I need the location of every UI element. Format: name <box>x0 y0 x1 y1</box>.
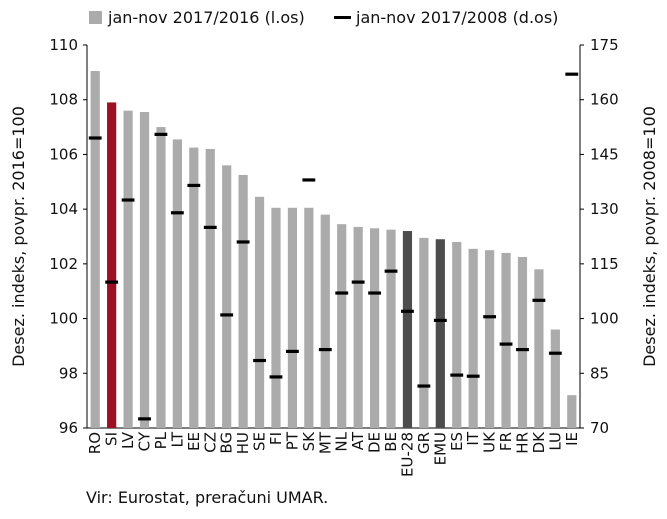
category-label-es: ES <box>448 432 466 451</box>
bar-cy <box>139 112 150 428</box>
bar-nl <box>337 224 347 428</box>
y-tick-right-label: 175 <box>590 36 619 54</box>
category-label-sk: SK <box>300 431 318 452</box>
category-label-be: BE <box>382 432 400 452</box>
category-label-pl: PL <box>152 431 170 449</box>
legend: jan-nov 2017/2016 (l.os) jan-nov 2017/20… <box>89 8 558 27</box>
bar-fr <box>501 252 511 428</box>
bar-it <box>468 248 478 428</box>
category-label-se: SE <box>251 432 269 451</box>
category-label-lu: LU <box>546 432 564 451</box>
bar-ro <box>90 70 100 429</box>
y-tick-left-label: 104 <box>49 200 78 218</box>
category-label-hr: HR <box>513 432 531 454</box>
bar-ie <box>567 395 577 428</box>
y-tick-right-label: 100 <box>590 310 619 328</box>
legend-label-marker: jan-nov 2017/2008 (d.os) <box>355 8 558 27</box>
category-label-uk: UK <box>481 431 499 453</box>
bar-se <box>254 196 265 428</box>
bar-uk <box>485 250 495 428</box>
bars <box>90 70 577 429</box>
bar-gr <box>419 237 429 428</box>
category-label-ie: IE <box>563 432 581 446</box>
source-note: Vir: Eurostat, preračuni UMAR. <box>86 488 329 507</box>
bar-hu <box>238 174 248 428</box>
bar-lt <box>172 139 182 428</box>
category-label-dk: DK <box>530 431 548 454</box>
category-label-emu: EMU <box>431 432 449 465</box>
category-label-nl: NL <box>333 431 351 451</box>
axes <box>86 45 581 429</box>
y-tick-right-label: 70 <box>590 419 609 437</box>
bar-be <box>386 229 396 428</box>
category-label-gr: GR <box>415 432 433 454</box>
markers <box>88 72 579 421</box>
category-label-pt: PT <box>283 431 301 450</box>
y-tick-left-label: 96 <box>59 419 78 437</box>
category-labels: ROSILVCYPLLTEECZBGHUSEFIPTSKMTNLATDEBEEU… <box>86 431 581 477</box>
legend-swatch-bar <box>89 11 102 24</box>
category-label-ee: EE <box>185 432 203 451</box>
category-label-bg: BG <box>218 432 236 454</box>
category-label-mt: MT <box>316 431 334 454</box>
bar-ee <box>189 147 199 428</box>
bar-hr <box>517 257 528 428</box>
bar-lv <box>123 110 133 428</box>
legend-label-bar: jan-nov 2017/2016 (l.os) <box>107 8 305 27</box>
bar-at <box>353 226 363 428</box>
category-label-hu: HU <box>234 432 252 454</box>
y-tick-right-label: 115 <box>590 255 619 273</box>
bar-pl <box>156 127 166 428</box>
category-label-fr: FR <box>497 432 515 451</box>
bar-fi <box>271 207 281 428</box>
y-tick-left-label: 98 <box>59 364 78 382</box>
y-tick-right-label: 85 <box>590 364 609 382</box>
y-tick-left-label: 108 <box>49 91 78 109</box>
category-label-it: IT <box>464 431 482 445</box>
y-tick-right-label: 160 <box>590 91 619 109</box>
bar-eu-28 <box>402 231 413 428</box>
category-label-ro: RO <box>86 432 104 454</box>
bar-sk <box>304 207 314 428</box>
category-label-lv: LV <box>119 431 137 449</box>
bar-pt <box>287 207 298 428</box>
category-label-at: AT <box>349 431 367 450</box>
bar-dk <box>534 269 544 428</box>
bar-cz <box>205 148 215 428</box>
y-tick-left-label: 110 <box>49 36 78 54</box>
category-label-eu-28: EU-28 <box>398 432 416 477</box>
y-tick-left-label: 106 <box>49 145 78 163</box>
bar-si <box>107 102 117 428</box>
y-tick-left-label: 102 <box>49 255 78 273</box>
category-label-lt: LT <box>168 431 186 447</box>
category-label-cy: CY <box>136 431 154 451</box>
category-label-cz: CZ <box>201 432 219 453</box>
bar-es <box>452 241 462 428</box>
category-label-si: SI <box>103 432 121 446</box>
y-tick-right-label: 145 <box>590 145 619 163</box>
bar-de <box>369 228 380 428</box>
y-axis-label-right: Desez. indeks, povpr. 2008=100 <box>640 106 659 367</box>
category-label-fi: FI <box>267 432 285 445</box>
y-tick-left-label: 100 <box>49 310 78 328</box>
bar-emu <box>435 239 445 428</box>
bar-bg <box>222 165 232 428</box>
bar-lu <box>550 329 560 428</box>
ticks: 96 98 100 102 104 106 108 110 70 85 100 115 130 145 16… <box>49 36 618 437</box>
bar-mt <box>320 214 330 428</box>
y-tick-right-label: 130 <box>590 200 619 218</box>
category-label-de: DE <box>366 432 384 453</box>
y-axis-label-left: Desez. indeks, povpr. 2016=100 <box>9 106 28 367</box>
